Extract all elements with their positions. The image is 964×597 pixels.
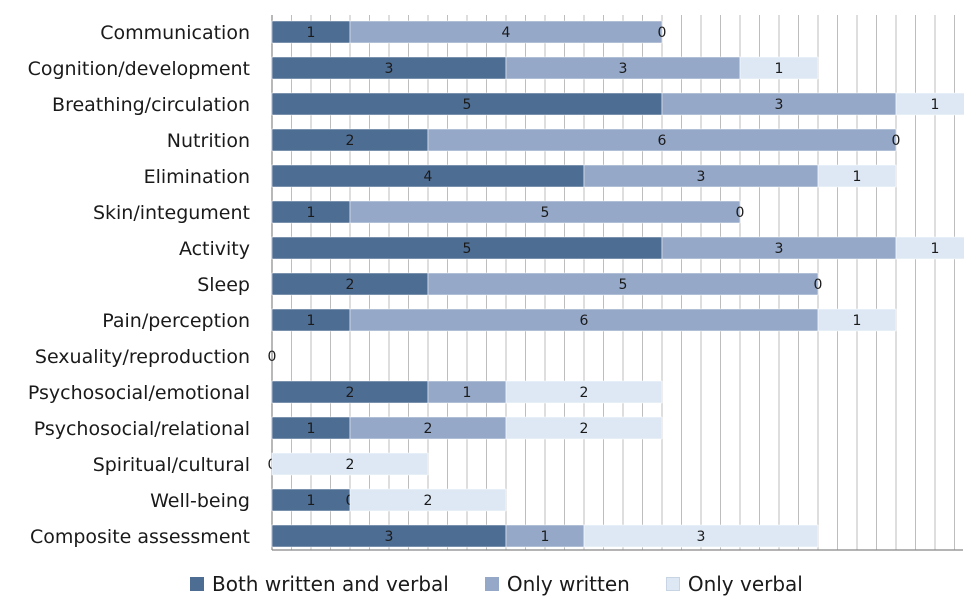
data-label: 2	[424, 493, 433, 509]
data-label: 3	[385, 61, 394, 77]
category-label: Psychosocial/relational	[34, 418, 250, 440]
category-label: Communication	[100, 22, 250, 44]
bar-segment	[505, 380, 663, 404]
bar-segment	[895, 236, 964, 260]
legend-label-verbal: Only verbal	[687, 572, 803, 596]
data-label: 0	[814, 277, 823, 293]
category-label: Activity	[179, 238, 250, 260]
data-label: 2	[424, 421, 433, 437]
bar-segment	[349, 200, 741, 224]
legend-swatch-written	[484, 577, 499, 591]
data-label: 3	[619, 61, 628, 77]
data-label: 1	[931, 97, 940, 113]
bar-segment	[739, 56, 819, 80]
data-label: 6	[658, 133, 667, 149]
data-label: 2	[346, 457, 355, 473]
stacked-bar-chart: Communication 1 4 0 Cognition/development 3 3 1…	[28, 15, 964, 551]
legend-item-both: Both written and verbal	[190, 572, 449, 596]
bar-segment	[505, 416, 663, 440]
data-label: 1	[775, 61, 784, 77]
data-label: 5	[463, 97, 472, 113]
category-label: Spiritual/cultural	[93, 454, 250, 476]
legend-swatch-verbal	[665, 577, 680, 591]
category-label: Sexuality/reproduction	[35, 346, 250, 368]
bar-segment	[817, 308, 897, 332]
data-label: 0	[892, 133, 901, 149]
data-label: 1	[307, 493, 316, 509]
bar-segment	[583, 524, 819, 548]
bar-segment	[817, 164, 897, 188]
category-label: Pain/perception	[102, 310, 250, 332]
data-label: 0	[736, 205, 745, 221]
data-label: 1	[307, 421, 316, 437]
category-label: Nutrition	[167, 130, 250, 152]
data-label: 1	[853, 313, 862, 329]
bar-segment	[271, 452, 429, 476]
category-label: Composite assessment	[30, 526, 250, 548]
data-label: 0	[658, 25, 667, 41]
category-label: Elimination	[144, 166, 250, 188]
data-label: 1	[307, 205, 316, 221]
bar-segment	[895, 92, 964, 116]
data-label: 2	[580, 421, 589, 437]
bar-segment	[349, 20, 663, 44]
data-label: 6	[580, 313, 589, 329]
data-label: 1	[541, 529, 550, 545]
category-label: Well-being	[150, 490, 250, 512]
bar-segment	[349, 488, 507, 512]
data-label: 3	[697, 529, 706, 545]
bar-segment	[427, 272, 819, 296]
data-label: 3	[385, 529, 394, 545]
category-label: Skin/integument	[93, 202, 250, 224]
category-label: Psychosocial/emotional	[28, 382, 250, 404]
data-label: 0	[268, 349, 277, 365]
data-label: 2	[346, 277, 355, 293]
legend-label-written: Only written	[506, 572, 630, 596]
legend-item-written: Only written	[484, 572, 630, 596]
category-label: Sleep	[197, 274, 250, 296]
category-label: Cognition/development	[28, 58, 250, 80]
data-label: 5	[619, 277, 628, 293]
legend-label-both: Both written and verbal	[212, 572, 449, 596]
data-label: 5	[463, 241, 472, 257]
data-label: 2	[346, 133, 355, 149]
data-label: 1	[307, 25, 316, 41]
data-label: 5	[541, 205, 550, 221]
data-label: 3	[697, 169, 706, 185]
data-label: 2	[346, 385, 355, 401]
data-label: 2	[580, 385, 589, 401]
data-label: 1	[307, 313, 316, 329]
category-label: Breathing/circulation	[52, 94, 250, 116]
legend: Both written and verbal Only written Onl…	[190, 572, 839, 596]
data-label: 3	[775, 97, 784, 113]
data-label: 1	[931, 241, 940, 257]
data-label: 1	[463, 385, 472, 401]
data-label: 4	[424, 169, 433, 185]
data-label: 3	[775, 241, 784, 257]
legend-swatch-both	[190, 577, 204, 591]
legend-item-verbal: Only verbal	[665, 572, 803, 596]
data-label: 1	[853, 169, 862, 185]
data-label: 4	[502, 25, 511, 41]
bar-segment	[427, 128, 897, 152]
